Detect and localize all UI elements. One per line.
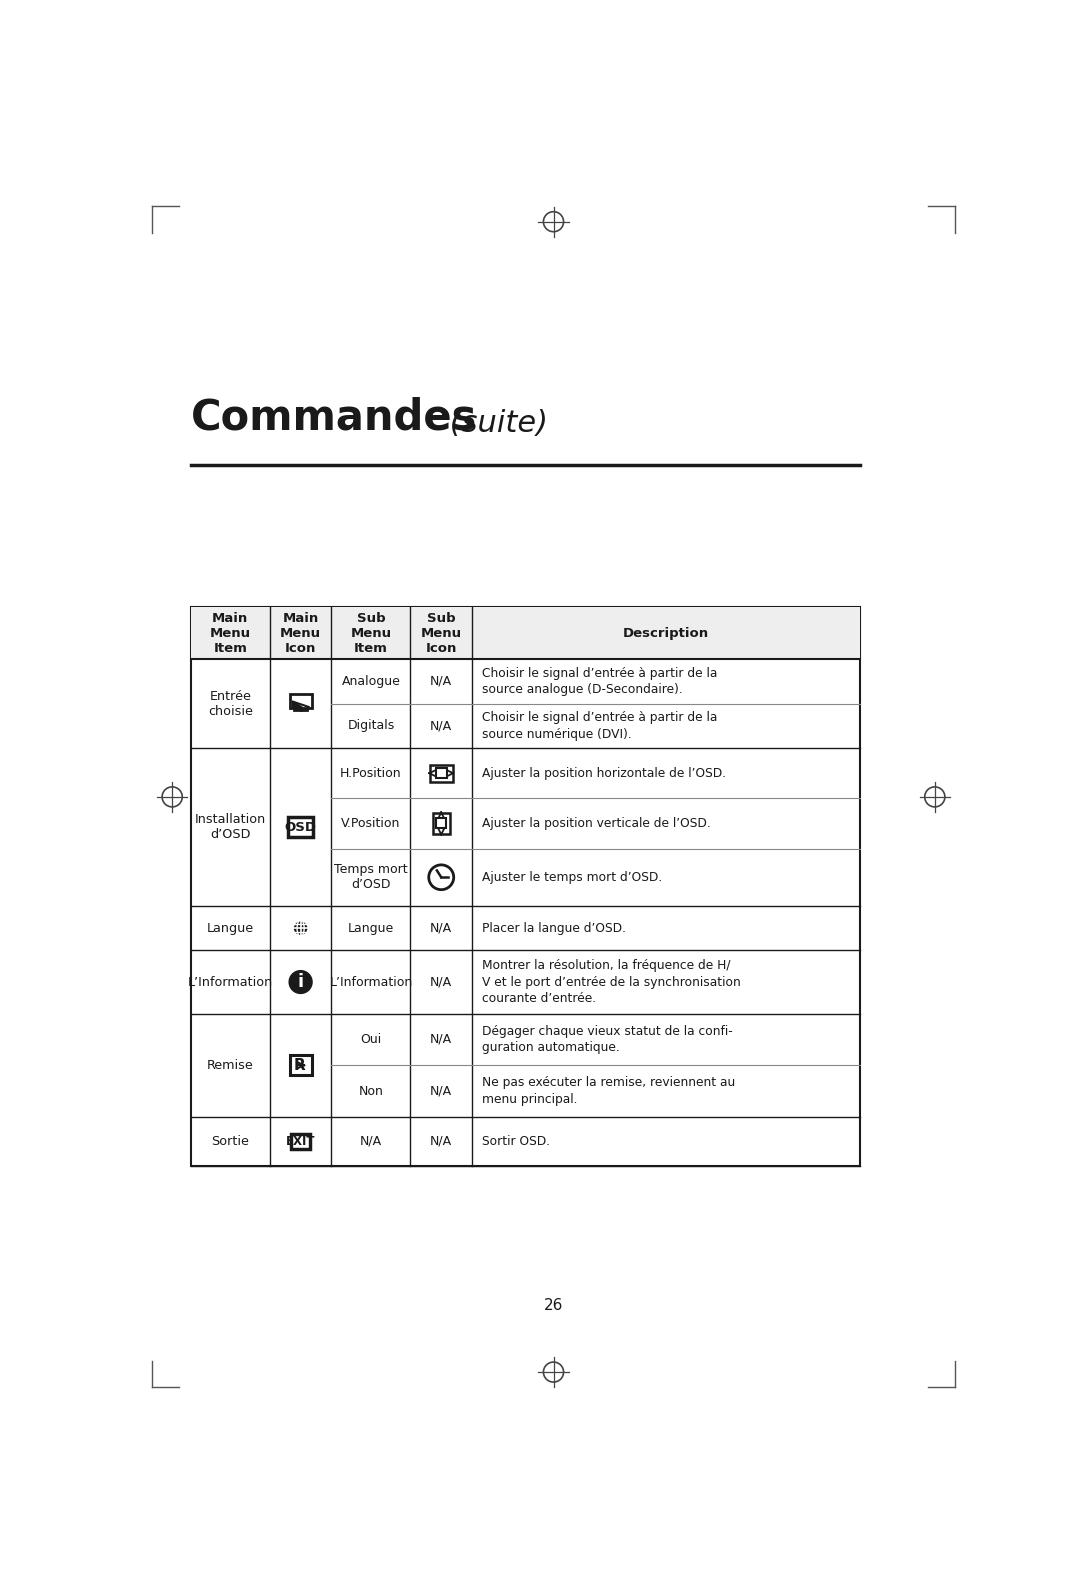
Bar — [430, 765, 453, 781]
Text: Ajuster la position verticale de l’OSD.: Ajuster la position verticale de l’OSD. — [482, 817, 711, 830]
Text: Description: Description — [623, 626, 710, 639]
Bar — [191, 608, 861, 660]
Text: Oui: Oui — [361, 1034, 381, 1046]
Text: Choisir le signal d’entrée à partir de la
source analogue (D-Secondaire).: Choisir le signal d’entrée à partir de l… — [482, 666, 717, 696]
Bar — [288, 817, 313, 836]
Text: Non: Non — [359, 1084, 383, 1098]
Text: (suite): (suite) — [441, 409, 549, 439]
Text: Sub
Menu
Item: Sub Menu Item — [350, 612, 391, 655]
Text: N/A: N/A — [360, 1135, 382, 1147]
Text: Main
Menu
Item: Main Menu Item — [210, 612, 251, 655]
Text: Dégager chaque vieux statut de la confi-
guration automatique.: Dégager chaque vieux statut de la confi-… — [482, 1024, 733, 1054]
Text: 26: 26 — [544, 1299, 563, 1313]
Text: Ne pas exécuter la remise, reviennent au
menu principal.: Ne pas exécuter la remise, reviennent au… — [482, 1076, 735, 1106]
Text: V.Position: V.Position — [341, 817, 401, 830]
Text: Sub
Menu
Icon: Sub Menu Icon — [421, 612, 462, 655]
Text: Choisir le signal d’entrée à partir de la
source numérique (DVI).: Choisir le signal d’entrée à partir de l… — [482, 712, 717, 740]
Text: N/A: N/A — [430, 1084, 453, 1098]
Text: N/A: N/A — [430, 975, 453, 988]
Text: N/A: N/A — [430, 675, 453, 688]
Text: Ajuster le temps mort d’OSD.: Ajuster le temps mort d’OSD. — [482, 871, 662, 884]
Bar — [436, 819, 446, 828]
Text: N/A: N/A — [430, 922, 453, 934]
Bar — [293, 1135, 309, 1149]
Text: Analogue: Analogue — [341, 675, 401, 688]
Text: Entrée
choisie: Entrée choisie — [207, 690, 253, 718]
Text: L’Information: L’Information — [329, 975, 413, 988]
Text: i: i — [298, 974, 303, 991]
Polygon shape — [293, 702, 302, 707]
Text: Montrer la résolution, la fréquence de H/
V et le port d’entrée de la synchronis: Montrer la résolution, la fréquence de H… — [482, 959, 741, 1005]
Bar — [436, 768, 447, 778]
Text: R: R — [293, 1057, 305, 1073]
Text: Digitals: Digitals — [348, 720, 394, 732]
Text: H.Position: H.Position — [340, 767, 402, 780]
Text: Placer la langue d’OSD.: Placer la langue d’OSD. — [482, 922, 626, 934]
Text: Ajuster la position horizontale de l’OSD.: Ajuster la position horizontale de l’OSD… — [482, 767, 726, 780]
Bar — [289, 1056, 312, 1075]
Text: N/A: N/A — [430, 720, 453, 732]
Bar — [292, 1133, 310, 1149]
Text: Sortir OSD.: Sortir OSD. — [482, 1135, 550, 1147]
Text: N/A: N/A — [430, 1135, 453, 1147]
Text: Sortie: Sortie — [212, 1135, 249, 1147]
Bar — [191, 608, 861, 1166]
Text: Main
Menu
Icon: Main Menu Icon — [280, 612, 321, 655]
Text: Installation
d’OSD: Installation d’OSD — [194, 813, 266, 841]
Text: Temps mort
d’OSD: Temps mort d’OSD — [334, 863, 408, 892]
Text: N/A: N/A — [430, 1034, 453, 1046]
Circle shape — [293, 920, 309, 936]
Text: Langue: Langue — [206, 922, 254, 934]
Text: L’Information: L’Information — [188, 975, 273, 988]
Circle shape — [289, 970, 312, 994]
Bar — [433, 813, 449, 833]
Bar — [289, 694, 312, 709]
Text: OSD: OSD — [285, 821, 316, 833]
Text: Commandes: Commandes — [191, 396, 477, 439]
Text: Langue: Langue — [348, 922, 394, 934]
Text: Remise: Remise — [207, 1059, 254, 1071]
Text: EXIT: EXIT — [286, 1135, 315, 1147]
